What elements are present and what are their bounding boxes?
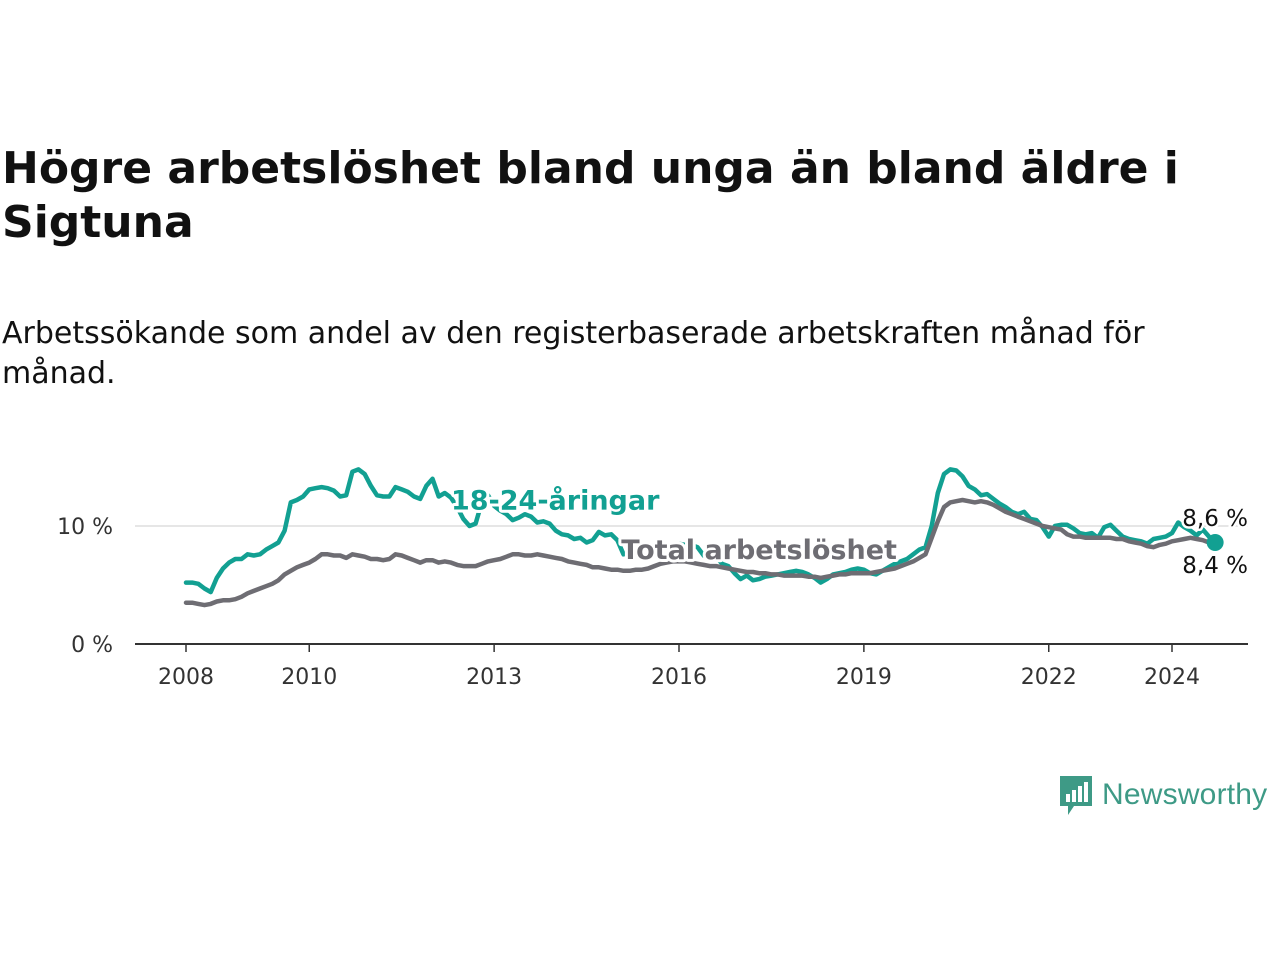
series-label-total: Total arbetslöshet	[621, 535, 897, 566]
end-value-label-total: 8,4 %	[1182, 553, 1248, 579]
brand-name: Newsworthy	[1102, 778, 1268, 811]
x-tick-label: 2019	[836, 665, 892, 690]
x-tick-label: 2010	[281, 665, 337, 690]
y-tick-label: 10 %	[57, 515, 113, 540]
newsworthy-brand[interactable]: Newsworthy	[1058, 772, 1267, 818]
x-tick-label: 2008	[158, 665, 214, 690]
series-lines	[183, 467, 1224, 608]
chart-subtitle: Arbetssökande som andel av den registerb…	[2, 316, 1145, 391]
series-line-total	[183, 497, 1218, 608]
end-value-label-youth: 8,6 %	[1182, 506, 1248, 532]
y-axis-labels: 0 % 10 %	[57, 515, 113, 658]
y-tick-label: 0 %	[71, 633, 113, 658]
x-tick-label: 2016	[651, 665, 707, 690]
x-axis: 2008 2010 2013 2016 2019 2022 2024	[135, 643, 1248, 690]
x-tick-label: 2013	[466, 665, 522, 690]
chart-title: Högre arbetslöshet bland unga än bland ä…	[2, 143, 1179, 248]
line-chart: 2008 2010 2013 2016 2019 2022 2024 0 % 10 % 18-…	[57, 467, 1251, 690]
newsworthy-logo-icon	[1060, 776, 1092, 815]
series-labels: 18-24-åringar Total arbetslöshet 8,6 % 8,4 …	[448, 481, 1251, 581]
x-tick-label: 2022	[1021, 665, 1077, 690]
series-label-youth: 18-24-åringar	[451, 484, 660, 516]
series-line-youth	[183, 467, 1218, 595]
x-tick-label: 2024	[1144, 665, 1200, 690]
end-point-marker	[1206, 534, 1224, 552]
